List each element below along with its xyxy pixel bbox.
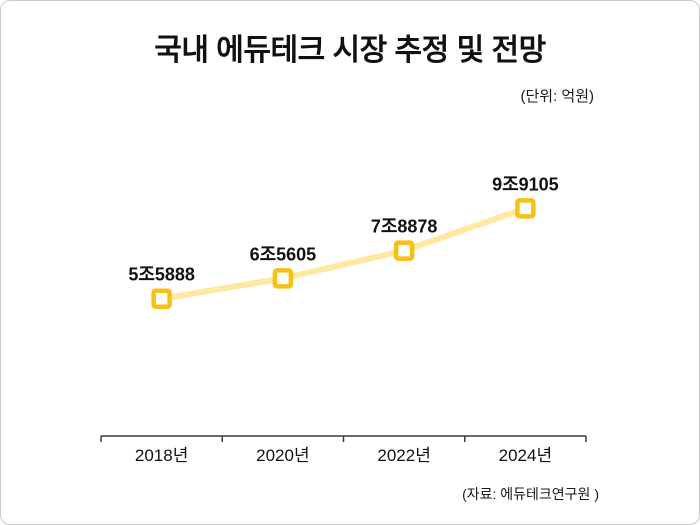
chart-title: 국내 에듀테크 시장 추정 및 전망	[154, 34, 546, 67]
x-axis-label: 2018년	[135, 446, 188, 465]
x-axis-label: 2022년	[377, 446, 430, 465]
data-point-marker	[515, 198, 536, 219]
x-axis-label: 2020년	[256, 446, 309, 465]
data-value-label: 7조8878	[371, 217, 438, 237]
data-point-marker	[272, 268, 294, 289]
data-value-label: 9조9105	[492, 174, 559, 194]
x-axis-label: 2024년	[499, 446, 552, 465]
data-value-label: 6조5605	[250, 244, 317, 264]
data-point-marker	[151, 288, 172, 309]
data-point-marker	[393, 240, 415, 261]
trend-line	[158, 205, 529, 302]
unit-note: (단위: 억원)	[520, 88, 594, 105]
source-note: (자료: 에듀테크연구원 )	[462, 486, 599, 502]
data-value-label: 5조5888	[128, 265, 195, 285]
